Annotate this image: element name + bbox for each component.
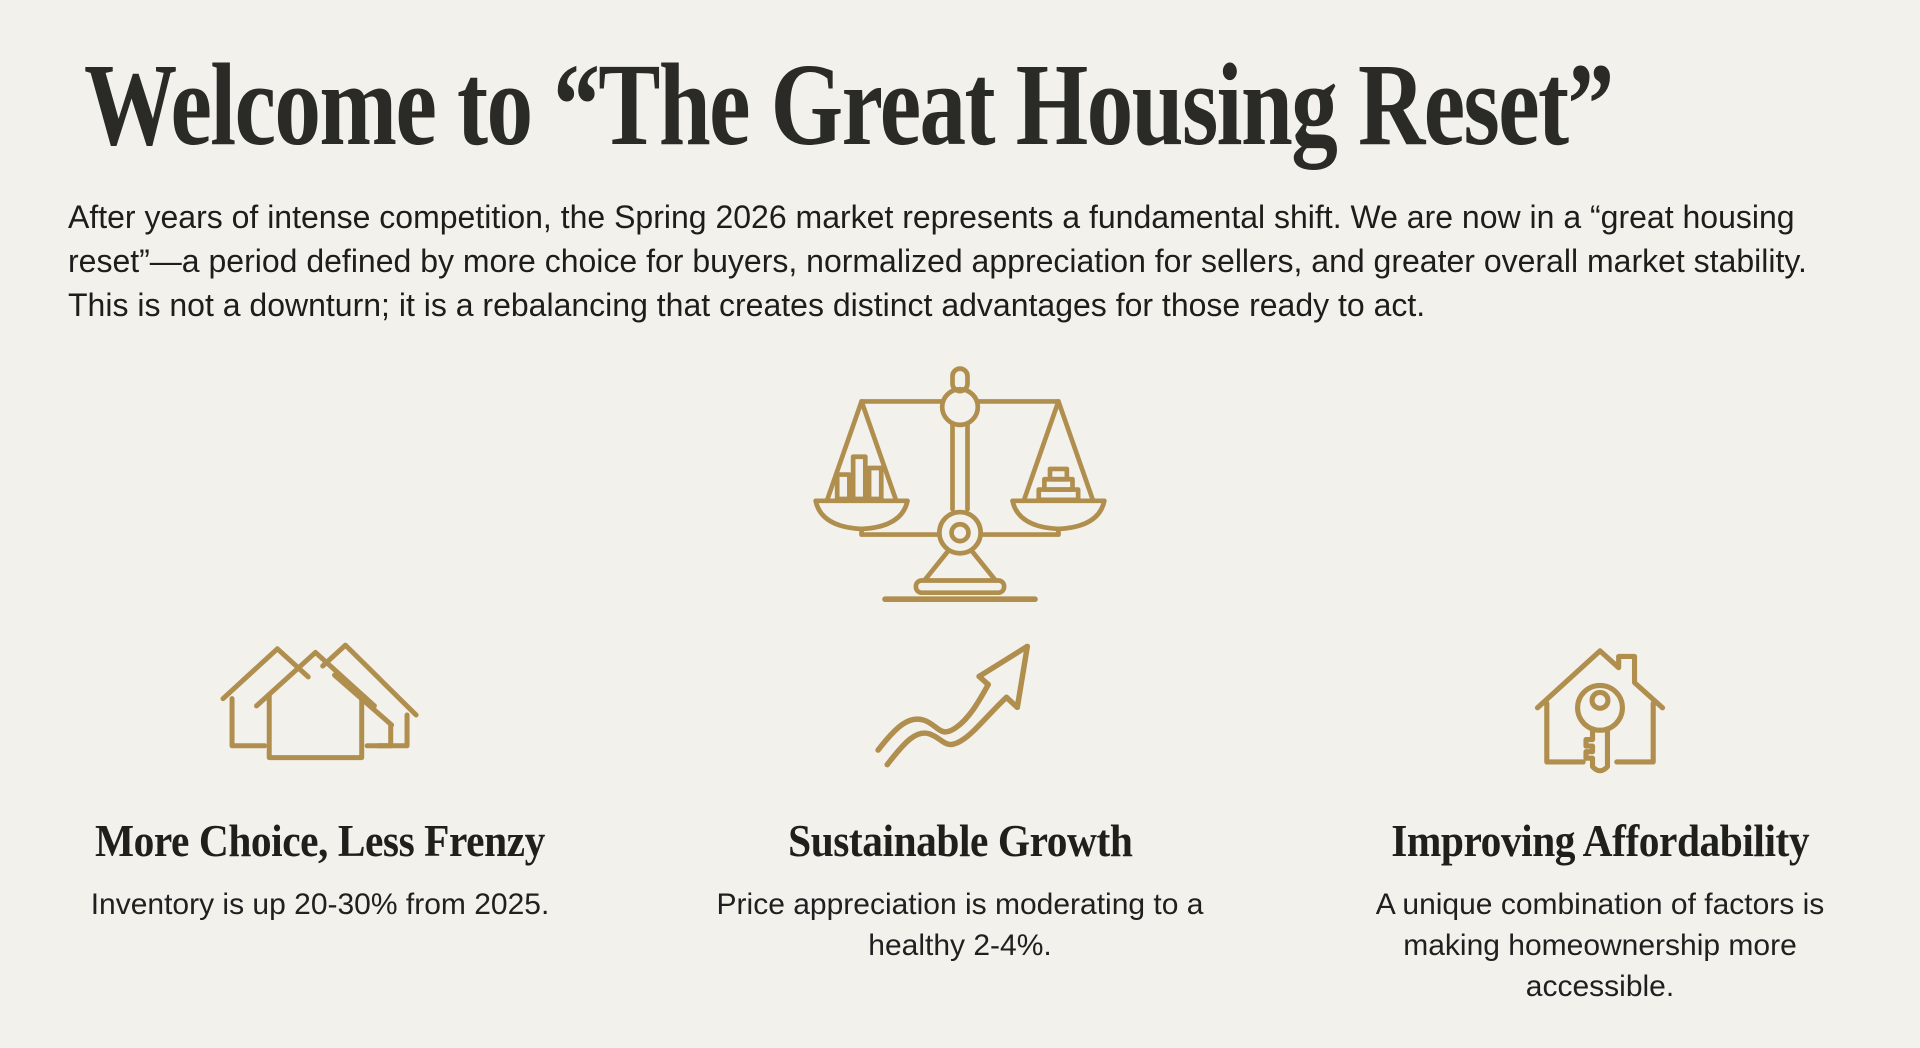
- benefit-description: Inventory is up 20-30% from 2025.: [90, 888, 550, 921]
- intro-paragraph: After years of intense competition, the …: [68, 199, 1807, 323]
- benefit-description: A unique combination of factors is makin…: [1375, 888, 1825, 1003]
- page-title: Welcome to “The Great Housing Reset”: [84, 39, 1614, 170]
- benefit-title: Sustainable Growth: [787, 815, 1133, 866]
- growth-arrow-icon: [869, 634, 1051, 776]
- benefits-grid: More Choice, Less Frenzy Inventory is up…: [0, 634, 1920, 1007]
- overlapping-houses-icon: [220, 634, 420, 776]
- benefit-title: Improving Affordability: [1391, 815, 1809, 866]
- benefit-column-affordability: Improving Affordability A unique combina…: [1280, 634, 1920, 1007]
- benefit-description: Price appreciation is moderating to a he…: [716, 888, 1204, 962]
- balance-scale-icon: [810, 362, 1110, 608]
- benefit-title: More Choice, Less Frenzy: [95, 815, 545, 866]
- house-key-icon: [1530, 634, 1670, 776]
- benefit-column-choice: More Choice, Less Frenzy Inventory is up…: [0, 634, 640, 1007]
- benefit-column-growth: Sustainable Growth Price appreciation is…: [640, 634, 1280, 1007]
